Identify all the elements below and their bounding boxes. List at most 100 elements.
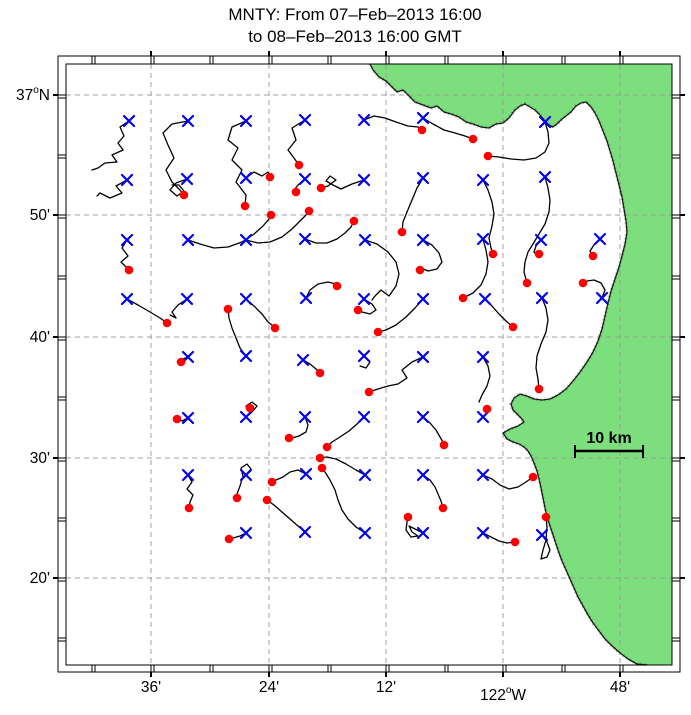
- drifter-end-dot: [270, 323, 280, 333]
- drifter-track: [305, 281, 338, 299]
- drifter-track: [227, 120, 247, 207]
- drifter-end-dot: [534, 249, 544, 259]
- drifter-end-dot: [284, 433, 294, 443]
- lat-tick-label: 40': [30, 329, 50, 346]
- drifter-track: [227, 308, 247, 357]
- drifter-end-dot: [267, 477, 277, 487]
- drifter-end-dot: [179, 190, 189, 200]
- drifter-end-dot: [438, 503, 448, 513]
- drifter-end-dot: [223, 304, 233, 314]
- drifter-start-x-marker: [239, 526, 253, 540]
- lon-tick-label: 24': [259, 679, 279, 696]
- drifter-track: [363, 115, 423, 131]
- drifter-start-x-marker: [298, 113, 312, 127]
- drifter-start-x-marker: [358, 468, 372, 482]
- drifter-end-dot: [317, 463, 327, 473]
- frame-inner: [65, 63, 673, 666]
- drifter-end-dot: [397, 227, 407, 237]
- drifter-end-dot: [304, 206, 314, 216]
- drifter-start-x-marker: [180, 172, 194, 186]
- drifter-start-x-marker: [535, 291, 549, 305]
- drifter-start-x-marker: [416, 233, 430, 247]
- drifter-start-x-marker: [181, 114, 195, 128]
- drifter-end-dot: [291, 187, 301, 197]
- drifter-start-x-marker: [416, 468, 430, 482]
- drifter-start-x-marker: [476, 468, 490, 482]
- drifter-end-dot: [541, 512, 551, 522]
- drifter-end-dot: [322, 442, 332, 452]
- drifter-track: [405, 516, 424, 538]
- drifter-track: [319, 456, 366, 476]
- drifter-end-dot: [315, 453, 325, 463]
- drifter-end-dot: [224, 534, 234, 544]
- drifter-end-dot: [349, 216, 359, 226]
- lon-tick-label: 48': [610, 679, 630, 696]
- drifter-end-dot: [403, 512, 413, 522]
- drifter-start-x-marker: [122, 114, 136, 128]
- drifter-start-x-marker: [239, 233, 253, 247]
- drifter-end-dot: [510, 537, 520, 547]
- lat-tick-label: 37oN: [16, 85, 50, 104]
- drifter-end-dot: [417, 125, 427, 135]
- drifter-track: [482, 179, 495, 255]
- drifter-end-dot: [316, 183, 326, 193]
- drifter-track: [478, 356, 491, 403]
- drifter-end-dot: [578, 278, 588, 288]
- drifter-track: [482, 474, 534, 490]
- drifter-start-x-marker: [180, 292, 194, 306]
- drifter-start-x-marker: [476, 526, 490, 540]
- drifter-start-x-marker: [478, 292, 492, 306]
- lat-tick-label: 30': [30, 450, 50, 467]
- drifter-track: [236, 463, 252, 499]
- drifter-track: [91, 120, 130, 171]
- drifter-start-x-marker: [357, 173, 371, 187]
- drifter-end-dot: [468, 134, 478, 144]
- drifter-start-x-marker: [181, 233, 195, 247]
- drifter-end-dot: [124, 265, 134, 275]
- drifter-track: [523, 176, 551, 284]
- drifter-start-x-marker: [538, 115, 552, 129]
- drifter-start-x-marker: [120, 233, 134, 247]
- drifter-end-dot: [534, 384, 544, 394]
- drifter-end-dot: [294, 160, 304, 170]
- drifter-start-x-marker: [476, 410, 490, 424]
- figure-title-line1: MNTY: From 07–Feb–2013 16:00: [228, 5, 481, 24]
- drifter-start-x-marker: [535, 528, 549, 542]
- lon-tick-label: 122oW: [480, 685, 526, 704]
- drifter-start-x-marker: [538, 170, 552, 184]
- coastline-layer: [368, 63, 649, 667]
- drifter-track: [321, 467, 366, 534]
- drifter-start-x-marker: [239, 114, 253, 128]
- drifter-track: [320, 175, 365, 190]
- drifter-end-dot: [232, 493, 242, 503]
- drifter-start-x-marker: [476, 232, 490, 246]
- drifter-end-dot: [588, 251, 598, 261]
- drifter-track: [187, 214, 272, 249]
- lat-tick-label: 20': [30, 570, 50, 587]
- drifter-end-dot: [415, 265, 425, 275]
- drifter-start-x-marker: [357, 113, 371, 127]
- drifter-start-x-marker: [239, 292, 253, 306]
- drifter-start-x-marker: [299, 291, 313, 305]
- drifter-track: [271, 469, 307, 483]
- drifter-track: [287, 119, 306, 166]
- drifter-track: [462, 238, 489, 299]
- drifter-end-dot: [266, 210, 276, 220]
- drifter-start-x-marker: [416, 292, 430, 306]
- drifter-track: [419, 239, 443, 272]
- drifter-end-dot: [240, 201, 250, 211]
- drifter-track: [368, 356, 424, 393]
- drifter-track: [126, 298, 168, 324]
- drifter-end-dot: [488, 249, 498, 259]
- drifter-start-x-marker: [239, 410, 253, 424]
- drifter-end-dot: [315, 368, 325, 378]
- drifter-start-x-marker: [416, 171, 430, 185]
- drifter-track: [422, 474, 444, 509]
- drifter-track: [169, 298, 188, 319]
- drifter-end-dot: [172, 414, 182, 424]
- drifter-start-x-marker: [298, 232, 312, 246]
- drifter-start-x-marker: [120, 173, 134, 187]
- drifter-start-x-marker: [239, 171, 253, 185]
